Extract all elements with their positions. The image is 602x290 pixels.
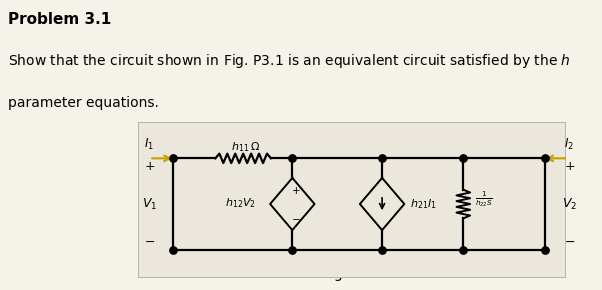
Point: [168, 247, 178, 252]
Text: $-$: $-$: [563, 235, 575, 248]
Text: $I_1$: $I_1$: [144, 137, 154, 152]
Text: $V_1$: $V_1$: [141, 196, 157, 212]
Text: $+$: $+$: [291, 185, 300, 196]
Point: [459, 156, 468, 161]
Point: [168, 156, 178, 161]
Point: [288, 247, 297, 252]
Text: $+$: $+$: [143, 160, 155, 173]
Text: parameter equations.: parameter equations.: [8, 96, 159, 110]
Text: $I_2$: $I_2$: [564, 137, 574, 152]
Text: $h_{11}\,\Omega$: $h_{11}\,\Omega$: [231, 140, 260, 154]
Point: [540, 156, 550, 161]
Text: $-$: $-$: [144, 235, 155, 248]
Text: $-$: $-$: [291, 213, 300, 223]
Text: Problem 3.1: Problem 3.1: [8, 12, 111, 27]
Point: [459, 247, 468, 252]
Point: [377, 247, 387, 252]
Text: $h_{21}I_1$: $h_{21}I_1$: [410, 197, 436, 211]
Text: $\frac{1}{h_{22}S}$: $\frac{1}{h_{22}S}$: [475, 189, 493, 209]
Text: $+$: $+$: [563, 160, 575, 173]
Text: Fig. P3.1: Fig. P3.1: [323, 267, 382, 281]
Text: Show that the circuit shown in Fig. P3.1 is an equivalent circuit satisfied by t: Show that the circuit shown in Fig. P3.1…: [8, 52, 571, 70]
Point: [288, 156, 297, 161]
Text: $V_2$: $V_2$: [562, 196, 577, 212]
Point: [377, 156, 387, 161]
Point: [540, 247, 550, 252]
Text: $h_{12}V_2$: $h_{12}V_2$: [225, 196, 256, 210]
